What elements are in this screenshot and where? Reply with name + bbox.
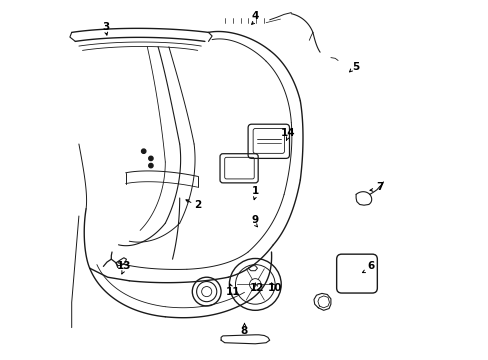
Text: 1: 1 (251, 186, 258, 196)
Text: 4: 4 (251, 11, 259, 21)
Circle shape (141, 149, 145, 153)
Text: 5: 5 (352, 62, 359, 72)
Text: 2: 2 (194, 200, 201, 210)
Circle shape (148, 163, 153, 168)
Text: 10: 10 (267, 283, 282, 293)
Text: 6: 6 (366, 261, 373, 271)
Text: 8: 8 (241, 326, 247, 336)
Text: 7: 7 (375, 182, 383, 192)
Text: 14: 14 (280, 128, 294, 138)
Text: 3: 3 (102, 22, 109, 32)
Circle shape (148, 156, 153, 161)
Text: 13: 13 (117, 261, 131, 271)
Text: 11: 11 (225, 287, 240, 297)
Text: 9: 9 (251, 215, 258, 225)
Text: 12: 12 (249, 283, 264, 293)
